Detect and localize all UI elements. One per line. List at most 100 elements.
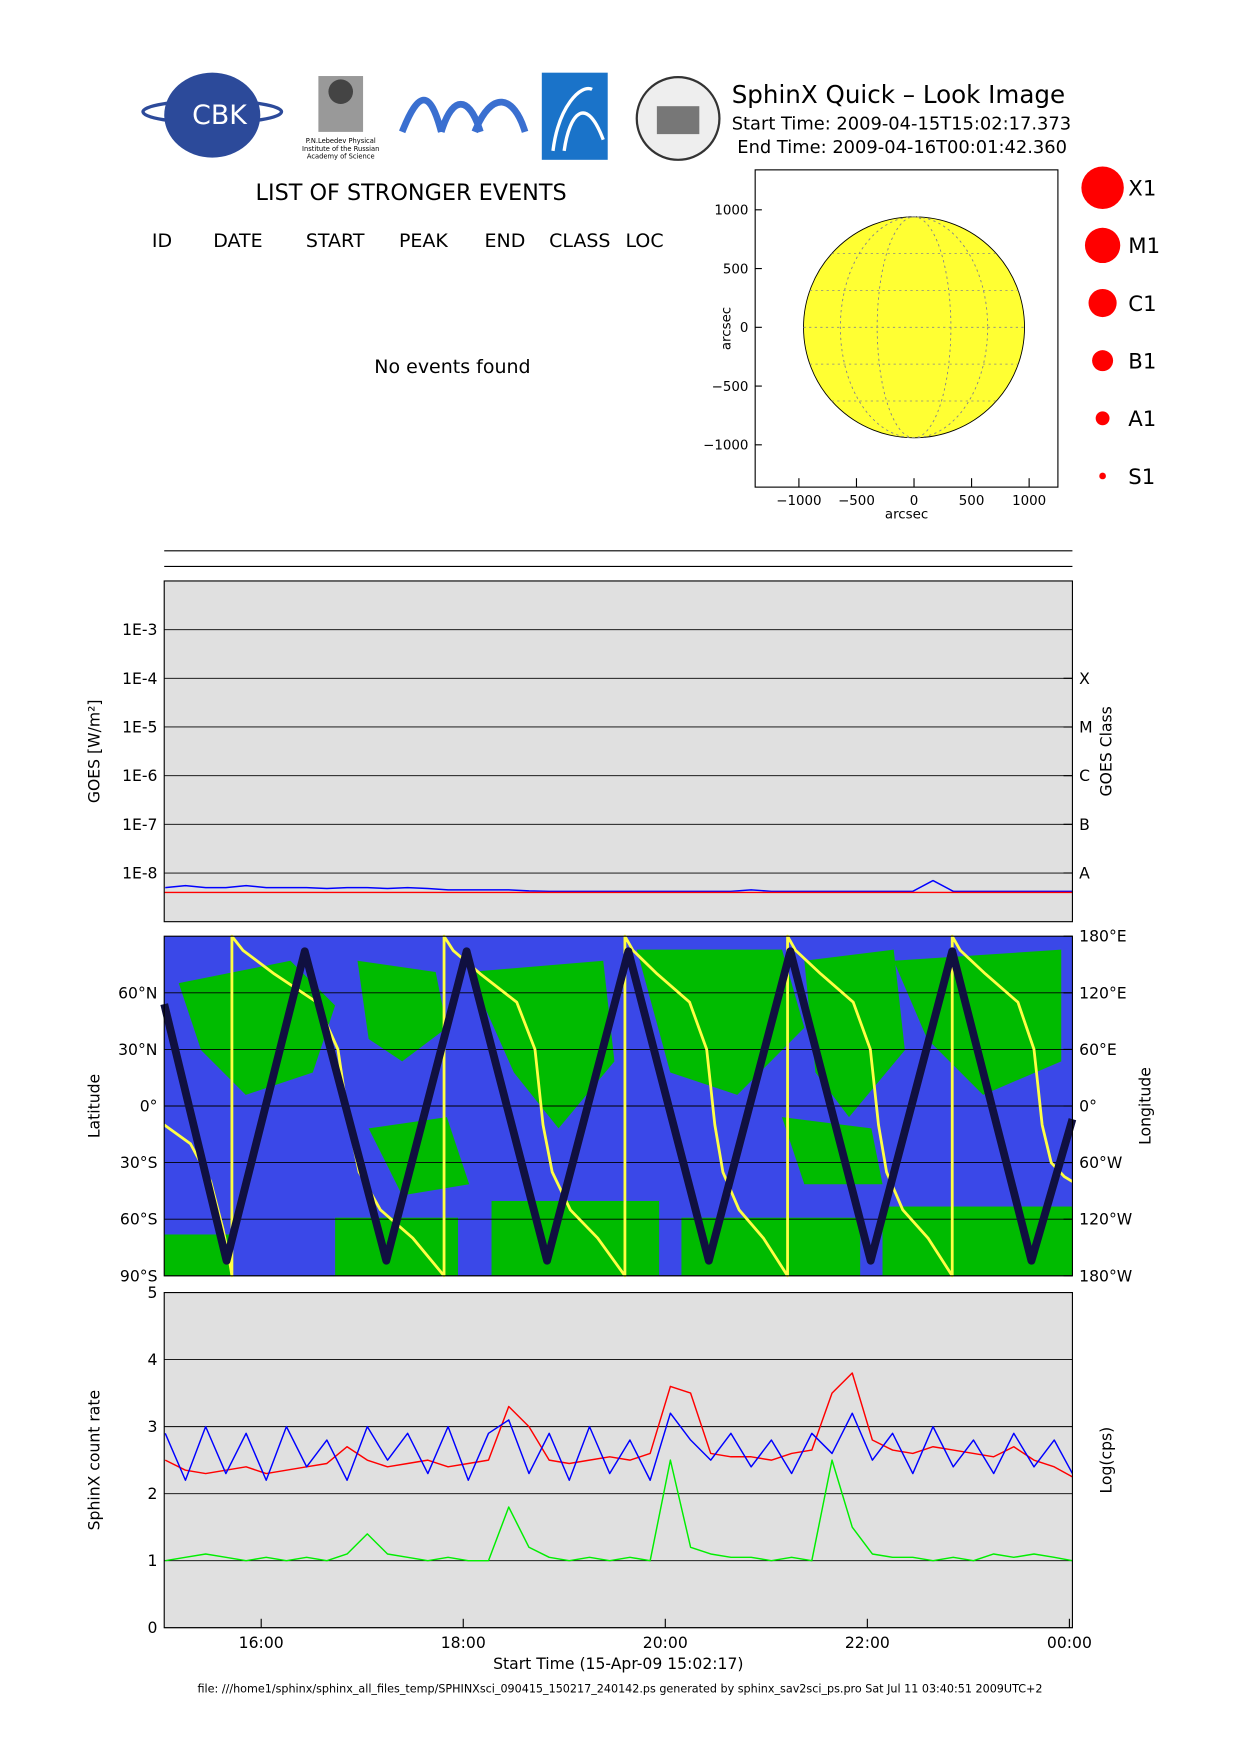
y-tick-label: 1E-5 (122, 717, 157, 736)
sun-disk (803, 216, 1025, 439)
lebedev-caption: P.N.Lebedev Physical (306, 137, 376, 145)
series-line (164, 1412, 1074, 1481)
y-tick-label: 1E-6 (122, 766, 157, 785)
legend-marker (1099, 472, 1106, 480)
y2-axis-label: GOES Class (1097, 706, 1116, 796)
y-tick-label: 30°S (120, 1153, 158, 1172)
legend-marker (1092, 350, 1114, 372)
y2-tick-label: 0° (1079, 1096, 1097, 1115)
y-tick-label: 3 (148, 1417, 158, 1436)
y-tick-label: 0° (140, 1096, 158, 1115)
legend-label: S1 (1128, 465, 1155, 490)
y2-axis-label: Longitude (1136, 1067, 1155, 1145)
y-tick-label: 5 (148, 1283, 158, 1302)
plot-background (164, 580, 1073, 922)
column-header: PEAK (399, 230, 448, 252)
y-tick-label: 1 (148, 1551, 158, 1570)
y-tick-label: 1E-7 (122, 815, 157, 834)
y-tick-label: 0 (740, 321, 749, 336)
y2-tick-label: 120°E (1079, 983, 1127, 1002)
x-axis-label: Start Time (15-Apr-09 15:02:17) (493, 1654, 743, 1673)
legend-marker (1084, 227, 1121, 264)
y2-tick-label: 180°W (1079, 1266, 1132, 1285)
title: SphinX Quick – Look Image (732, 80, 1065, 109)
y2-tick-label: X (1079, 669, 1090, 688)
x-tick-label: 0 (910, 494, 919, 509)
series-line (160, 947, 1077, 1265)
y-axis-label: arcsec (720, 307, 735, 350)
cbk-text: CBK (192, 100, 248, 131)
y2-tick-label: 180°E (1079, 927, 1127, 946)
x-tick-label: 20:00 (643, 1633, 688, 1652)
series-line (165, 1459, 1073, 1562)
x-tick-label: 500 (959, 494, 985, 509)
plot-frame (163, 935, 1073, 1277)
x-axis-label: arcsec (885, 507, 928, 522)
lebedev-caption: Institute of the Russian (302, 145, 379, 153)
y-tick-label: 90°S (120, 1266, 158, 1285)
y-tick-label: 1000 (714, 204, 748, 219)
x-tick-label: 16:00 (239, 1633, 284, 1652)
lebedev-caption: Academy of Science (307, 153, 375, 161)
y-tick-label: −500 (712, 380, 749, 395)
y2-tick-label: A (1079, 863, 1090, 882)
institute-logo (399, 96, 529, 134)
events-title: LIST OF STRONGER EVENTS (256, 180, 567, 206)
y2-tick-label: M (1079, 717, 1092, 736)
events-message: No events found (374, 356, 530, 378)
legend-marker (1081, 166, 1124, 209)
portrait-head (328, 79, 354, 104)
x-tick-label: −500 (838, 494, 875, 509)
x-tick-label: 00:00 (1047, 1633, 1092, 1652)
plot-frame (163, 1292, 1073, 1629)
y-tick-label: 60°S (120, 1210, 158, 1229)
y-tick-label: 2 (148, 1484, 158, 1503)
y2-tick-label: 60°E (1079, 1040, 1117, 1059)
start-time: Start Time: 2009-04-15T15:02:17.373 (732, 114, 1071, 135)
column-header: END (485, 230, 526, 252)
series-line (165, 879, 1073, 893)
y-tick-label: 1E-8 (122, 863, 157, 882)
y-tick-label: 0 (148, 1618, 158, 1637)
y2-tick-label: 120°W (1079, 1210, 1132, 1229)
column-header: START (306, 230, 365, 252)
legend-label: M1 (1128, 234, 1160, 259)
y2-tick-label: 60°W (1079, 1153, 1122, 1172)
cbk-ring (141, 98, 284, 125)
y-axis-label: Latitude (84, 1074, 103, 1138)
plot-frame (754, 169, 1059, 488)
y-tick-label: 30°N (118, 1040, 157, 1059)
y-tick-label: −1000 (703, 439, 748, 454)
y-tick-label: 1E-4 (122, 669, 157, 688)
seal-building (656, 106, 700, 135)
y-tick-label: 1E-3 (122, 620, 157, 639)
sun-grid (839, 216, 989, 439)
plot-frame (163, 580, 1073, 923)
legend-label: A1 (1128, 407, 1156, 432)
x-tick-label: 22:00 (845, 1633, 890, 1652)
y2-tick-label: C (1079, 766, 1090, 785)
y-tick-label: 4 (148, 1350, 158, 1369)
legend-label: X1 (1128, 177, 1156, 202)
end-time: End Time: 2009-04-16T00:01:42.360 (737, 137, 1067, 158)
x-tick-label: 1000 (1012, 494, 1046, 509)
legend-label: C1 (1128, 292, 1156, 317)
y-axis-label: SphinX count rate (84, 1390, 103, 1530)
y-tick-label: 500 (723, 262, 749, 277)
y-axis-label: GOES [W/m²] (84, 700, 103, 804)
logos: CBK P.N.Lebedev Physical Institute of th… (141, 72, 721, 161)
y2-axis-label: Log(cps) (1097, 1427, 1116, 1494)
x-tick-label: −1000 (776, 494, 821, 509)
legend-marker (1088, 288, 1117, 318)
column-header: LOC (626, 230, 664, 252)
column-header: DATE (213, 230, 262, 252)
y2-tick-label: B (1079, 815, 1090, 834)
legend-marker (1095, 411, 1110, 426)
x-tick-label: 18:00 (441, 1633, 486, 1652)
square-logo-arc (551, 86, 605, 152)
footer: file: ///home1/sphinx/sphinx_all_files_t… (198, 1682, 1043, 1695)
column-header: ID (152, 230, 172, 252)
legend-label: B1 (1128, 349, 1156, 374)
cbk-logo (164, 72, 261, 158)
